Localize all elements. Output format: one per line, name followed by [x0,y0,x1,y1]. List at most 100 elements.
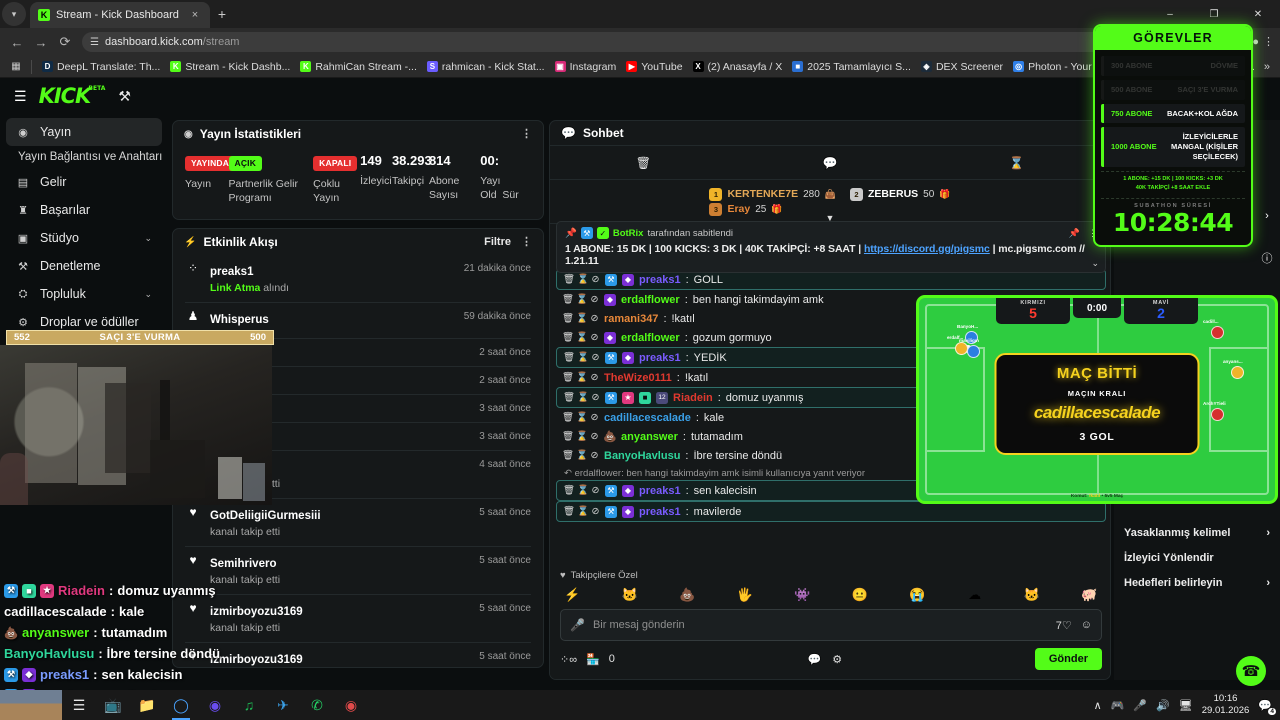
tab-search-button[interactable]: ▾ [2,2,26,26]
chat-username[interactable]: TheWize0111 [604,371,672,384]
profile-icon[interactable]: ● [1252,36,1259,48]
new-tab-button[interactable]: + [217,6,227,22]
chat-settings-bubble-icon[interactable]: 💬 [807,653,822,666]
unpin-icon[interactable]: 📌 [1068,227,1080,238]
emote-button[interactable]: 🐱 [1023,587,1041,602]
hamburger-icon[interactable]: ☰ [14,87,27,104]
leaderboard-entry[interactable]: 1 KERTENKE7E 280 👜 [709,187,836,201]
timeout-icon[interactable]: ⌛ [577,485,589,496]
taskbar-icon[interactable]: ☰ [72,696,86,713]
reload-icon[interactable]: ⟳ [59,34,71,49]
sidebar-item-yay-n[interactable]: ◉ Yayın [6,118,162,146]
emote-button[interactable]: 😐 [851,587,868,602]
delete-message-icon[interactable]: 🗑 [563,274,576,285]
chat-username[interactable]: preaks1 [639,351,681,364]
emote-button[interactable]: 🐖 [1081,587,1098,602]
sidebar-item-gelir[interactable]: ▤ Gelir [6,168,162,196]
chat-username[interactable]: preaks1 [639,505,681,518]
notification-center-icon[interactable]: 💬 4 [1258,699,1276,715]
site-settings-icon[interactable]: ☰ [90,36,99,48]
delete-message-icon[interactable]: 🗑 [562,294,575,305]
emote-button[interactable]: 🖐 [736,587,753,602]
chat-message[interactable]: 🗑 ⌛ ⊘ ramani347 : !katıl [556,309,1106,328]
chat-input[interactable]: Bir mesaj gönderin [592,619,685,631]
bookmark-item[interactable]: X (2) Anasayfa / X [688,59,788,75]
timeout-icon[interactable]: ⌛ [576,294,588,305]
ban-icon[interactable]: ⊘ [590,431,599,442]
chat-message[interactable]: 🗑 ⌛ ⊘ 💩 anyanswer : tutamadım [556,427,1106,446]
leaderboard-entry[interactable]: 3 Eray 25 🎁 [709,202,836,216]
ban-icon[interactable]: ⊘ [590,313,599,324]
support-bubble-icon[interactable]: ☎ [1236,656,1266,686]
delete-message-icon[interactable]: 🗑 [563,352,576,363]
kick-logo[interactable]: KICK BETA [38,84,106,108]
chat-username[interactable]: erdalflower [621,331,680,344]
chevron-down-icon[interactable]: ⌄ [1091,258,1099,268]
mic-tray-icon[interactable]: 🎤 [1133,699,1148,712]
apps-grid-icon[interactable]: ▦ [11,61,21,72]
leaderboard-collapse-icon[interactable]: ▼ [825,213,835,223]
delete-message-icon[interactable]: 🗑 [562,372,575,383]
emoji-picker-icon[interactable]: ☺ [1080,618,1092,631]
chat-message[interactable]: 🗑 ⌛ ⊘ ⚒ ◆ preaks1 : GOLL [556,269,1106,290]
sidebar-item-st-dyo[interactable]: ▣ Stüdyo ⌄ [6,224,162,252]
ban-icon[interactable]: ⊘ [591,506,600,517]
moderation-tool-icon[interactable]: ⚒ [118,87,131,104]
emote-button[interactable]: 🐱 [621,587,639,602]
chat-message[interactable]: 🗑 ⌛ ⊘ BanyoHavlusu : İbre tersine döndü [556,446,1106,465]
delete-message-icon[interactable]: 🗑 [563,485,576,496]
timeout-icon[interactable]: ⌛ [576,332,588,343]
timeout-icon[interactable]: ⌛ [577,392,589,403]
send-button[interactable]: Gönder [1034,648,1102,670]
ban-icon[interactable]: ⊘ [591,485,600,496]
ban-icon[interactable]: ⊘ [591,392,600,403]
taskbar-icon[interactable]: ♫ [243,697,255,713]
chevron-down-icon[interactable]: ⌄ [144,288,152,299]
delete-message-icon[interactable]: 🗑 [563,506,576,517]
chat-username[interactable]: erdalflower [621,293,680,306]
clear-chat-icon[interactable]: 🗑 [635,155,651,170]
chat-message[interactable]: 🗑 ⌛ ⊘ cadillacescalade : kale [556,408,1106,427]
feed-username[interactable]: GotDeliigiiGurmesiii [210,510,321,523]
browser-menu-icon[interactable]: ⋮ [1263,36,1274,48]
chevron-right-icon[interactable]: › [1266,576,1270,589]
chat-username[interactable]: preaks1 [639,273,681,286]
emote-button[interactable]: 👾 [794,587,811,602]
timeout-icon[interactable]: ⌛ [577,506,589,517]
chat-message[interactable]: 🗑 ⌛ ⊘ ⚒ ◆ preaks1 : mavilerde [556,501,1106,522]
tray-expand-icon[interactable]: ∧ [1093,699,1102,712]
chat-mode-icon[interactable]: 💬 [822,155,838,170]
activity-feed-row[interactable]: ♥ GotDeliigiiGurmesiii kanalı takip etti… [185,498,531,546]
bookmark-item[interactable]: ▣ Instagram [550,59,622,75]
leaderboard-entry[interactable]: 2 ZEBERUS 50 🎁 [849,187,951,201]
emote-button[interactable]: ☁ [968,587,982,602]
network-tray-icon[interactable]: 🖥 [1178,699,1193,712]
delete-message-icon[interactable]: 🗑 [562,450,575,461]
chat-username[interactable]: Riadein [673,391,713,404]
expand-icon[interactable]: › [1265,210,1269,222]
taskbar-icon[interactable]: ◉ [344,696,358,713]
sidebar-item-denetleme[interactable]: ⚒ Denetleme [6,252,162,280]
timeout-icon[interactable]: ⌛ [576,412,588,423]
activity-feed-row[interactable]: ⁘ preaks1 Link Atma alındı 21 dakika önc… [185,255,531,302]
bookmark-item[interactable]: K RahmiCan Stream -... [295,59,422,75]
forward-icon[interactable]: → [34,34,48,50]
sidebar-item-topluluk[interactable]: ⛭ Topluluk ⌄ [6,280,162,308]
timeout-icon[interactable]: ⌛ [577,352,589,363]
window-close-button[interactable]: ✕ [1253,8,1263,20]
mic-icon[interactable]: 🎤 [570,618,585,632]
delete-message-icon[interactable]: 🗑 [562,313,575,324]
emote-picker-icon[interactable]: 7♡ [1055,619,1072,632]
pinned-author[interactable]: BotRix [612,227,644,239]
pinned-menu-icon[interactable]: ⋮ [1088,228,1097,239]
timeout-icon[interactable]: ⌛ [577,274,589,285]
timeout-icon[interactable]: ⌛ [576,372,588,383]
taskbar-icon[interactable]: 📺 [104,696,122,713]
bookmark-item[interactable]: ▶ YouTube [621,59,687,75]
delete-message-icon[interactable]: 🗑 [563,392,576,403]
browser-tab[interactable]: K Stream - Kick Dashboard × [30,2,210,28]
emote-button[interactable]: ⚡ [564,587,581,602]
leaderboard-name[interactable]: KERTENKE7E [727,188,799,200]
address-bar[interactable]: ☰ dashboard.kick.com/stream [82,32,1251,52]
